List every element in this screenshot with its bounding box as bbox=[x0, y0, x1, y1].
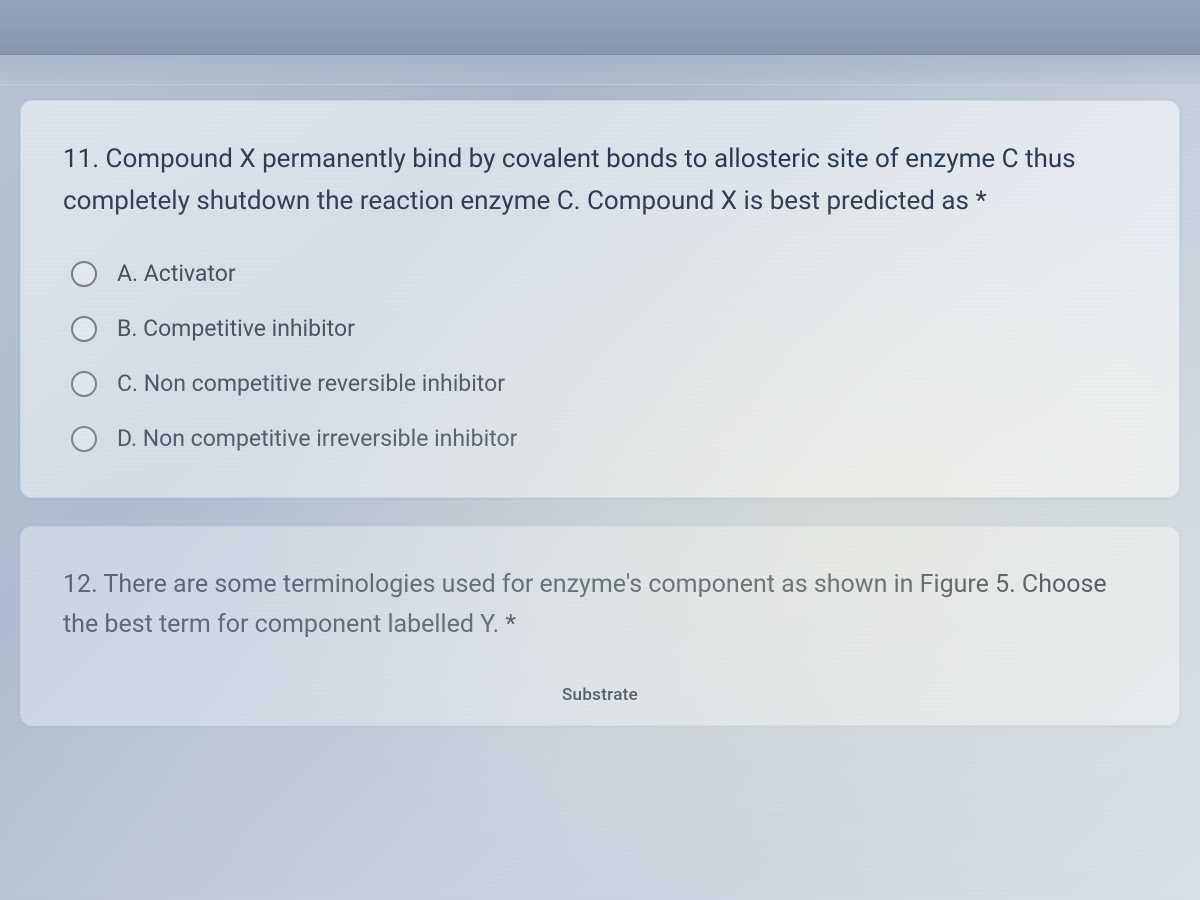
option-d-label: D. Non competitive irreversible inhibito… bbox=[117, 425, 517, 452]
question-11-text: 11. Compound X permanently bind by coval… bbox=[63, 139, 1137, 222]
option-b-label: B. Competitive inhibitor bbox=[117, 315, 355, 342]
option-b-row[interactable]: B. Competitive inhibitor bbox=[71, 315, 1137, 342]
radio-button-d[interactable] bbox=[71, 426, 97, 452]
question-11-options: A. Activator B. Competitive inhibitor C.… bbox=[63, 260, 1137, 452]
radio-button-c[interactable] bbox=[71, 371, 97, 397]
question-11-card: 11. Compound X permanently bind by coval… bbox=[20, 100, 1180, 498]
question-11-prompt: 11. Compound X permanently bind by coval… bbox=[63, 144, 1076, 216]
option-a-label: A. Activator bbox=[117, 260, 236, 287]
radio-button-a[interactable] bbox=[71, 261, 97, 287]
required-indicator-2: * bbox=[505, 610, 516, 639]
figure-label-substrate: Substrate bbox=[63, 685, 1137, 705]
question-12-prompt: 12. There are some terminologies used fo… bbox=[63, 570, 1107, 639]
option-d-row[interactable]: D. Non competitive irreversible inhibito… bbox=[71, 425, 1137, 452]
question-12-card: 12. There are some terminologies used fo… bbox=[20, 526, 1180, 726]
separator-region bbox=[0, 55, 1200, 85]
option-c-row[interactable]: C. Non competitive reversible inhibitor bbox=[71, 370, 1137, 397]
radio-button-b[interactable] bbox=[71, 316, 97, 342]
required-indicator: * bbox=[975, 186, 986, 216]
top-toolbar-region bbox=[0, 0, 1200, 55]
question-12-text: 12. There are some terminologies used fo… bbox=[63, 565, 1137, 645]
option-c-label: C. Non competitive reversible inhibitor bbox=[117, 370, 505, 397]
option-a-row[interactable]: A. Activator bbox=[71, 260, 1137, 287]
